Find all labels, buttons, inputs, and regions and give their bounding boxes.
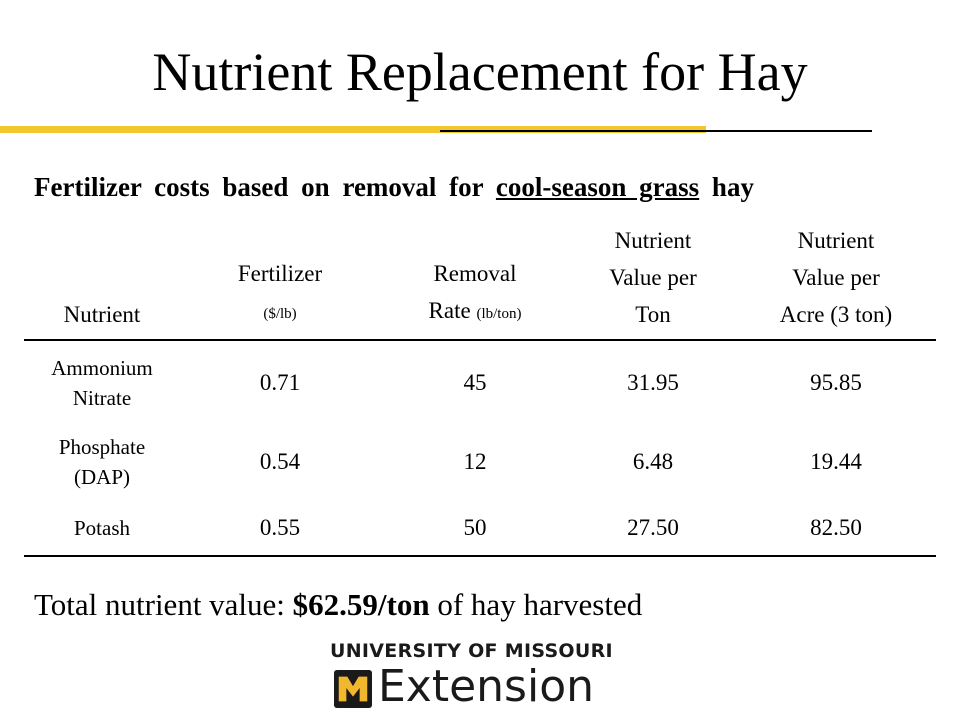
subtitle-text-end: hay — [699, 172, 754, 202]
total-nutrient-value: Total nutrient value: $62.59/ton of hay … — [34, 587, 643, 622]
col-header-nutrient: Nutrient — [24, 222, 180, 341]
cell-value-ton: 27.50 — [570, 500, 736, 557]
subtitle-emphasis: cool-season grass — [495, 172, 700, 202]
table-row: Potash 0.55 50 27.50 82.50 — [24, 500, 936, 557]
cell-nutrient: Ammonium Nitrate — [51, 355, 153, 410]
logo-extension-word: Extension — [378, 661, 595, 712]
col-header-value-per-acre: Nutrient Value per Acre (3 ton) — [736, 222, 936, 341]
fertilizer-unit: ($/lb) — [263, 306, 297, 322]
slide-subtitle: Fertilizer costs based on removal for co… — [34, 166, 894, 208]
table-row: Phosphate (DAP) 0.54 12 6.48 19.44 — [24, 424, 936, 500]
cell-value-acre: 19.44 — [810, 449, 862, 474]
university-extension-logo: UNIVERSITY OF MISSOURI Extension — [330, 640, 626, 712]
mizzou-tiger-m-icon — [334, 670, 372, 708]
total-value: $62.59/ton — [292, 587, 430, 622]
cell-nutrient: Phosphate (DAP) — [58, 435, 146, 489]
nutrient-table: Nutrient Fertilizer ($/lb) Removal Rate (l… — [24, 222, 936, 557]
cell-removal: 50 — [380, 500, 570, 557]
cell-value-ton: 6.48 — [632, 449, 674, 474]
slide-title: Nutrient Replacement for Hay — [152, 42, 808, 102]
title-rule-black — [440, 130, 872, 132]
cell-value-acre: 95.85 — [810, 369, 862, 395]
cell-value-acre: 82.50 — [736, 500, 936, 557]
col-header-removal-rate: Removal Rate (lb/ton) — [380, 222, 570, 341]
logo-university-name: UNIVERSITY OF MISSOURI — [330, 640, 613, 662]
subtitle-text: Fertilizer costs based on removal for — [34, 172, 496, 202]
cell-nutrient: Potash — [24, 500, 180, 557]
cell-removal: 12 — [463, 449, 487, 474]
title-rule-gold — [0, 126, 706, 133]
cell-fertilizer: 0.54 — [259, 449, 301, 474]
table-row: Ammonium Nitrate 0.71 45 31.95 95.85 — [24, 340, 936, 424]
table-header-row: Nutrient Fertilizer ($/lb) Removal Rate (l… — [24, 222, 936, 341]
col-header-fertilizer: Fertilizer ($/lb) — [180, 222, 380, 341]
cell-removal: 45 — [463, 369, 487, 395]
col-header-value-per-ton: Nutrient Value per Ton — [570, 222, 736, 341]
cell-value-ton: 31.95 — [627, 369, 679, 395]
removal-unit: (lb/ton) — [476, 306, 522, 322]
cell-fertilizer: 0.71 — [259, 369, 301, 395]
cell-fertilizer: 0.55 — [180, 500, 380, 557]
